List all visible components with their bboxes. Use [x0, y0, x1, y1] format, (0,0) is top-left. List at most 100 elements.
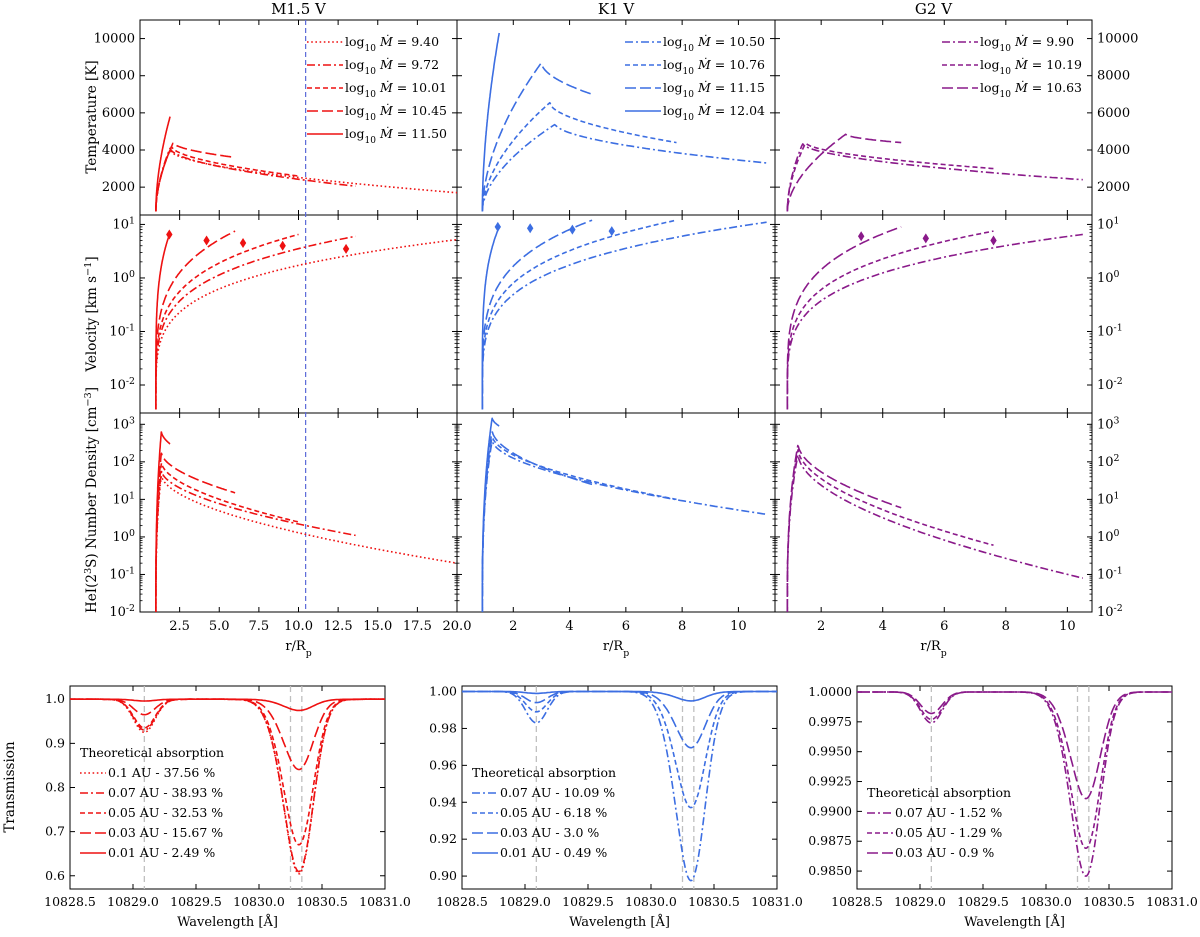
y-tick-label: 1.0 [45, 691, 65, 706]
text-span: 10 [683, 90, 695, 100]
legend-entry: 0.1 AU - 37.56 % [108, 765, 215, 780]
y-tick-label: 0.90 [429, 868, 457, 883]
text-span: 3 [129, 415, 135, 426]
text-span: 10 [113, 455, 130, 470]
text-span: 10 [113, 417, 130, 432]
text-span: 10 [365, 67, 377, 77]
text-span: −1 [83, 262, 94, 276]
x-tick-label: 6 [622, 619, 630, 634]
axes-layer [69, 19, 1173, 890]
text-span: = 10.19 [1028, 57, 1082, 72]
text-span: 10 [365, 113, 377, 123]
y-tick-label: 10-2 [1097, 376, 1123, 394]
y-tick-label: 0.6 [45, 868, 65, 883]
transmission-curve [462, 690, 777, 882]
density-curve [481, 417, 500, 612]
text-span: = 10.45 [393, 103, 447, 118]
y-tick-label: 100 [1097, 268, 1120, 286]
x-tick-label: 10829.5 [562, 894, 614, 909]
text-span: -1 [1114, 565, 1123, 576]
text-span: Ṁ [697, 103, 712, 118]
legend-entry: 0.03 AU - 0.9 % [895, 845, 994, 860]
text-span: 10 [1000, 44, 1012, 54]
density-curve [155, 475, 458, 613]
transmission-curve [70, 698, 385, 712]
sonic-point-marker [608, 226, 615, 237]
density-curve [481, 436, 677, 613]
panel-frame [774, 19, 1093, 216]
text-span: Temperature [K] [84, 60, 100, 173]
x-axis-label: Wavelength [Å] [569, 914, 670, 930]
y-label-transmission: Transmission [2, 741, 18, 833]
text-span: 0 [1114, 268, 1120, 279]
sonic-point-marker [203, 235, 210, 246]
text-span: −3 [83, 392, 94, 406]
sonic-point-marker [166, 229, 173, 240]
text-span: 10 [1097, 378, 1114, 393]
legend-entry: log10 Ṁ = 10.50 [663, 34, 765, 54]
legend-entry: 0.01 AU - 0.49 % [500, 845, 607, 860]
legend-entry: log10 Ṁ = 10.45 [345, 103, 447, 123]
text-span: 2 [129, 452, 135, 463]
y-label-temperature: Temperature [K] [84, 60, 100, 173]
x-tick-label: 10 [730, 619, 747, 634]
text-span: Ṁ [1014, 80, 1029, 95]
x-axis-label: r/Rp [285, 639, 311, 659]
text-span: Ṁ [379, 34, 394, 49]
text-span: = 12.04 [711, 103, 765, 118]
y-label-transmission-group: Transmission [2, 741, 18, 833]
text-span: 1 [1114, 490, 1120, 501]
legend-entry: log10 Ṁ = 10.63 [980, 80, 1082, 100]
text-span: log [663, 103, 683, 118]
sonic-point-marker [239, 237, 247, 248]
x-tick-label: 2.5 [169, 619, 190, 634]
temperature-curve [155, 116, 171, 212]
velocity-curve [786, 230, 994, 410]
text-span: = 9.90 [1028, 34, 1074, 49]
panel-frame [139, 214, 458, 414]
text-span: ] [84, 387, 100, 392]
transmission-curve [857, 691, 1172, 849]
text-span: 1 [1114, 215, 1120, 226]
text-span: log [345, 80, 365, 95]
text-span: log [345, 34, 365, 49]
text-span: 10 [1097, 567, 1114, 582]
y-tick-label: 10-1 [109, 565, 135, 583]
y-tick-label: 100 [1097, 527, 1120, 545]
temperature-curve [155, 146, 299, 212]
legend-entry: 0.07 AU - 1.52 % [895, 805, 1002, 820]
y-tick-label: 103 [1097, 415, 1120, 433]
text-span: 10 [683, 44, 695, 54]
text-span: p [941, 648, 947, 659]
y-label-temperature-group: Temperature [K] [84, 60, 100, 173]
text-span: -2 [1114, 603, 1123, 614]
legend-entry: log10 Ṁ = 10.01 [345, 80, 447, 100]
text-span: -1 [1114, 322, 1123, 333]
x-tick-label: 10.0 [284, 619, 313, 634]
temperature-curve [786, 133, 902, 212]
temperature-curve [155, 142, 236, 212]
velocity-curve [786, 233, 1083, 410]
temperature-curve [481, 62, 593, 212]
y-tick-label: 101 [113, 490, 136, 508]
x-tick-label: 10828.5 [831, 894, 883, 909]
text-span: 10 [113, 530, 130, 545]
transmission-curve [462, 690, 777, 749]
x-axis-label: Wavelength [Å] [177, 914, 278, 930]
y-tick-label: 6000 [1097, 106, 1130, 121]
text-span: -2 [1114, 376, 1123, 387]
y-tick-label: 0.9950 [808, 744, 852, 759]
temperature-curve [155, 150, 458, 212]
y-tick-label: 10-2 [109, 376, 135, 394]
legend-entry: 0.05 AU - 32.53 % [108, 805, 223, 820]
text-span: log [980, 34, 1000, 49]
x-tick-label: 4 [565, 619, 573, 634]
x-axis-label: r/Rp [603, 639, 629, 659]
panel-frame [456, 214, 776, 414]
x-tick-label: 12.5 [324, 619, 353, 634]
y-tick-label: 8000 [102, 69, 135, 84]
column-title: G2 V [915, 0, 953, 18]
y-tick-label: 101 [1097, 490, 1120, 508]
x-tick-label: 10829.0 [499, 894, 551, 909]
